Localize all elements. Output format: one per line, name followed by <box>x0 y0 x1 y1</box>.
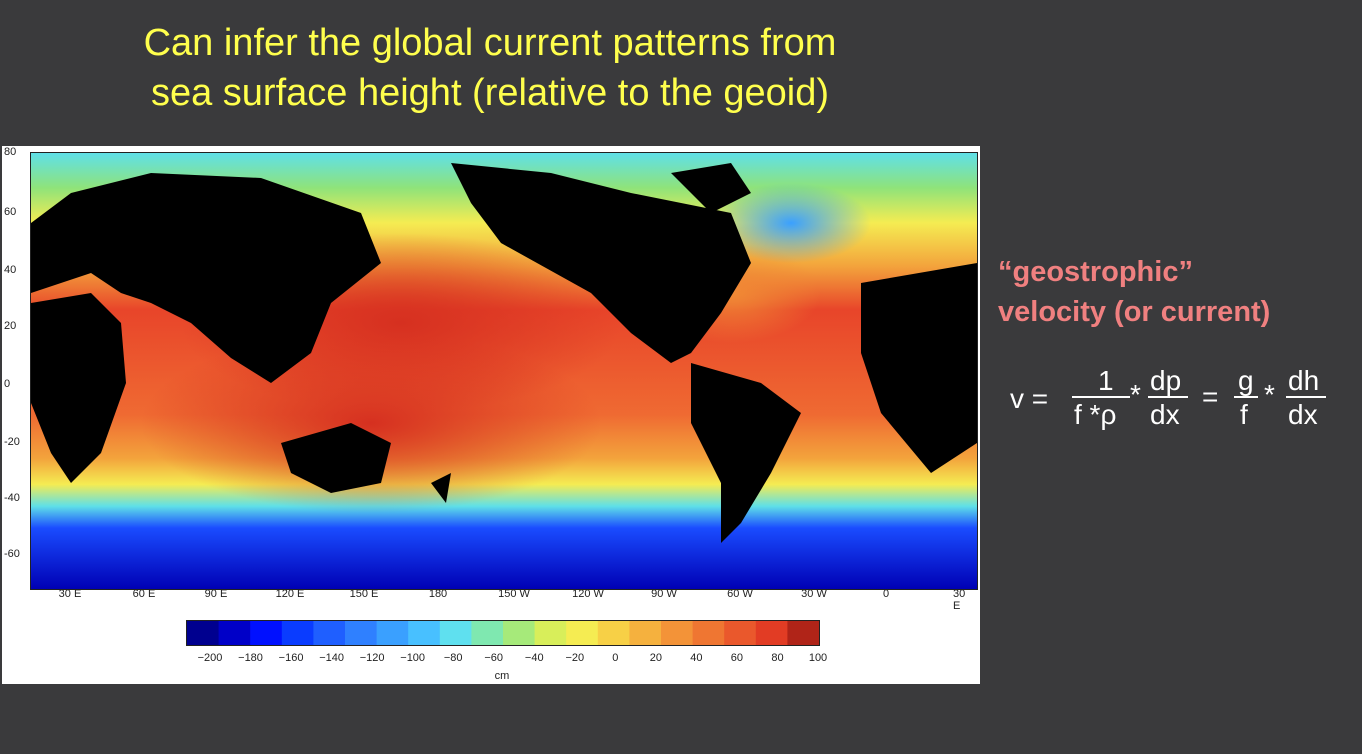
lat-label-0: 0 <box>4 378 11 390</box>
formula-fraction-bar-4 <box>1286 396 1326 398</box>
lat-label-m40: -40 <box>4 492 20 504</box>
lon-label-30e-end: 30 E <box>953 588 966 612</box>
lon-label-60e: 60 E <box>132 588 156 600</box>
colorbar-cell <box>566 621 599 645</box>
colorbar-cell <box>534 621 567 645</box>
formula-fraction-bar-3 <box>1234 396 1258 398</box>
lon-label-180: 180 <box>428 588 448 600</box>
colorbar-cell <box>187 621 220 645</box>
greenland <box>671 163 751 213</box>
colorbar-cell <box>661 621 694 645</box>
colorbar-cell <box>787 621 819 645</box>
north-america <box>451 163 751 363</box>
lon-label-120w: 120 W <box>572 588 604 600</box>
formula-equals: = <box>1202 381 1219 412</box>
lon-label-150w: 150 W <box>498 588 530 600</box>
colorbar-tick-label: −20 <box>565 652 585 664</box>
africa <box>31 293 126 483</box>
colorbar-tick-label: −200 <box>197 652 223 664</box>
formula-fraction-bar-2 <box>1148 396 1188 398</box>
lon-label-30w: 30 W <box>801 588 827 600</box>
formula-f: f <box>1240 399 1248 430</box>
colorbar-cell <box>313 621 346 645</box>
lat-label-m60: -60 <box>4 548 20 560</box>
lat-label-40: 40 <box>4 264 17 276</box>
colorbar-cell <box>724 621 757 645</box>
colorbar-cell <box>597 621 630 645</box>
lon-label-150e: 150 E <box>349 588 379 600</box>
sea-surface-height-figure: 80 60 40 20 0 -20 -40 -60 30 E 60 E 90 E… <box>2 146 980 684</box>
colorbar-tick-label: −140 <box>319 652 344 664</box>
lat-label-20: 20 <box>4 320 17 332</box>
lon-label-90e: 90 E <box>204 588 228 600</box>
colorbar-cell <box>629 621 662 645</box>
colorbar-tick-label: −180 <box>238 652 263 664</box>
formula-fraction-bar-1 <box>1072 396 1130 398</box>
colorbar-tick-label: −120 <box>359 652 385 664</box>
colorbar-cell <box>439 621 472 645</box>
colorbar-tick-label: −40 <box>524 652 544 664</box>
south-pacific-high <box>141 333 601 513</box>
geostrophic-heading: “geostrophic” velocity (or current) <box>998 252 1358 332</box>
sea-surface-height-map <box>30 152 978 590</box>
formula-dh: dh <box>1288 365 1320 396</box>
colorbar-cell <box>408 621 441 645</box>
colorbar-cell <box>250 621 283 645</box>
colorbar-tick-label: 0 <box>612 652 619 664</box>
africa-east <box>861 263 977 473</box>
colorbar-cell <box>692 621 725 645</box>
formula-g: g <box>1238 365 1254 396</box>
colorbar-unit: cm <box>494 670 510 682</box>
colorbar-tick-label: −80 <box>443 652 463 664</box>
slide-title: Can infer the global current patterns fr… <box>60 18 920 118</box>
colorbar-tick-label: −60 <box>484 652 504 664</box>
geostrophic-heading-line-1: “geostrophic” <box>998 256 1193 288</box>
formula-star-2: * <box>1264 379 1275 410</box>
colorbar-cell <box>471 621 504 645</box>
geostrophic-velocity-formula: v = 1 f *ρ * dp dx = g f * dh dx <box>1010 366 1350 436</box>
eurasia <box>31 173 381 383</box>
formula-v: v = <box>1010 383 1049 414</box>
land-masses <box>31 163 977 543</box>
lat-label-80: 80 <box>4 146 17 158</box>
formula-dx-2: dx <box>1288 399 1318 430</box>
colorbar-tick-label: −160 <box>278 652 304 664</box>
slide-title-line-1: Can infer the global current patterns fr… <box>143 22 837 64</box>
lat-label-60: 60 <box>4 206 17 218</box>
map-graphic <box>31 153 977 589</box>
formula-f-rho: f *ρ <box>1074 399 1117 430</box>
geostrophic-heading-line-2: velocity (or current) <box>998 296 1271 328</box>
colorbar-cell <box>281 621 314 645</box>
north-atlantic-low <box>711 183 871 263</box>
colorbar-cell <box>218 621 251 645</box>
lon-label-30e: 30 E <box>58 588 82 600</box>
new-zealand <box>431 473 451 503</box>
lon-label-90w: 90 W <box>651 588 677 600</box>
formula-dx-1: dx <box>1150 399 1180 430</box>
colorbar-tick-label: −100 <box>400 652 426 664</box>
colorbar-tick-label: 20 <box>649 652 662 664</box>
lon-label-120e: 120 E <box>275 588 305 600</box>
colorbar-tick-label: 60 <box>730 652 744 664</box>
colorbar-cell <box>345 621 378 645</box>
south-america <box>691 363 801 543</box>
colorbar-tick-label: 100 <box>808 652 828 664</box>
lon-label-0: 0 <box>882 588 890 600</box>
colorbar-tick-label: 80 <box>771 652 784 664</box>
slide-title-line-2: sea surface height (relative to the geoi… <box>150 72 830 114</box>
lat-label-m20: -20 <box>4 436 20 448</box>
formula-dp: dp <box>1150 365 1182 396</box>
lon-label-60w: 60 W <box>727 588 753 600</box>
formula-one: 1 <box>1098 365 1114 396</box>
colorbar-tick-label: 40 <box>690 652 703 664</box>
colorbar-cell <box>376 621 409 645</box>
formula-star-1: * <box>1130 379 1141 410</box>
colorbar-cell <box>755 621 788 645</box>
colorbar <box>186 620 820 646</box>
colorbar-cell <box>503 621 536 645</box>
australia <box>281 423 391 493</box>
